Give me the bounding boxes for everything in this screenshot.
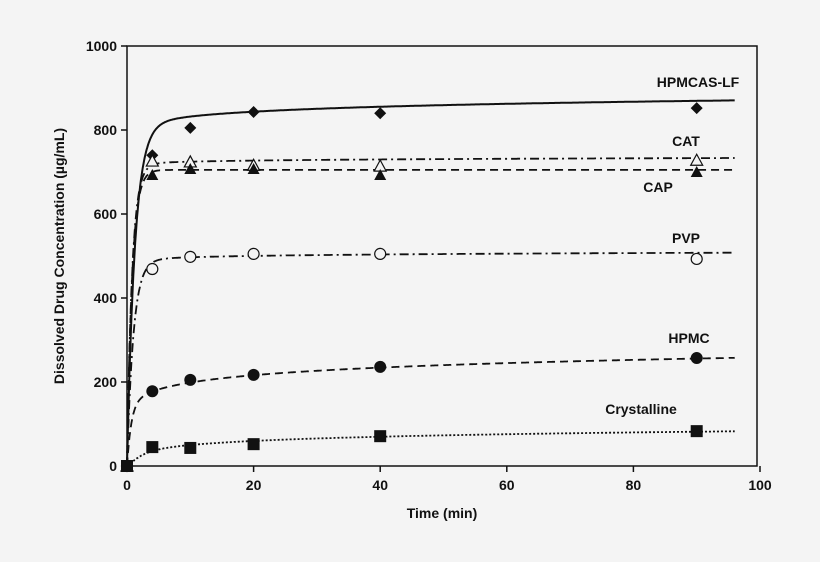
series-label-hpmcas-lf: HPMCAS-LF (657, 74, 740, 90)
point-hpmc (374, 360, 387, 373)
point-hpmc (184, 373, 197, 386)
curve-cap (126, 169, 735, 467)
y-tick-label: 800 (94, 122, 118, 138)
point-pvp (690, 252, 703, 266)
y-tick-label: 0 (109, 458, 117, 474)
y-tick-label: 600 (94, 206, 118, 222)
x-tick-label: 20 (246, 477, 262, 493)
point-hpmc (690, 352, 703, 365)
point-hpmcas-lf (184, 121, 197, 134)
point-cap (374, 168, 387, 180)
point-crystalline (146, 441, 159, 454)
point-hpmcas-lf (374, 107, 387, 120)
series-label-cap: CAP (643, 179, 673, 195)
point-cap (247, 163, 260, 175)
x-tick-label: 100 (748, 477, 772, 493)
point-cap (146, 168, 159, 180)
series-label-hpmc: HPMC (668, 330, 709, 346)
y-tick-label: 400 (94, 290, 118, 306)
point-crystalline (247, 438, 260, 451)
x-tick-label: 60 (499, 477, 515, 493)
curve-cat (126, 157, 735, 467)
point-pvp (146, 262, 159, 276)
point-crystalline (184, 441, 197, 454)
point-pvp (247, 247, 260, 260)
curve-crystalline (126, 430, 735, 467)
y-tick-label: 1000 (86, 38, 117, 54)
x-tick-label: 0 (123, 477, 131, 493)
y-tick-label: 200 (94, 374, 118, 390)
series-label-crystalline: Crystalline (605, 401, 677, 417)
point-hpmcas-lf (690, 102, 703, 115)
curve-hpmcas-lf (126, 99, 735, 467)
point-cat (689, 152, 704, 166)
plot-frame (126, 45, 758, 467)
x-tick-label: 80 (626, 477, 642, 493)
point-cap (690, 166, 703, 177)
point-hpmc (146, 385, 159, 398)
point-pvp (184, 250, 197, 263)
point-crystalline (690, 425, 703, 438)
curve-hpmc (126, 356, 735, 467)
curve-pvp (126, 251, 735, 467)
point-crystalline (374, 430, 387, 443)
point-cap (184, 163, 197, 175)
point-cat (145, 153, 160, 167)
point-hpmcas-lf (247, 105, 260, 118)
series-label-pvp: PVP (672, 230, 700, 246)
point-pvp (374, 247, 387, 260)
series-label-cat: CAT (672, 133, 700, 149)
x-tick-label: 40 (372, 477, 388, 493)
point-crystalline (121, 460, 133, 472)
point-hpmc (247, 368, 260, 381)
y-axis-label: Dissolved Drug Concentration (µg/mL) (51, 128, 67, 384)
x-axis-label: Time (min) (407, 505, 478, 521)
